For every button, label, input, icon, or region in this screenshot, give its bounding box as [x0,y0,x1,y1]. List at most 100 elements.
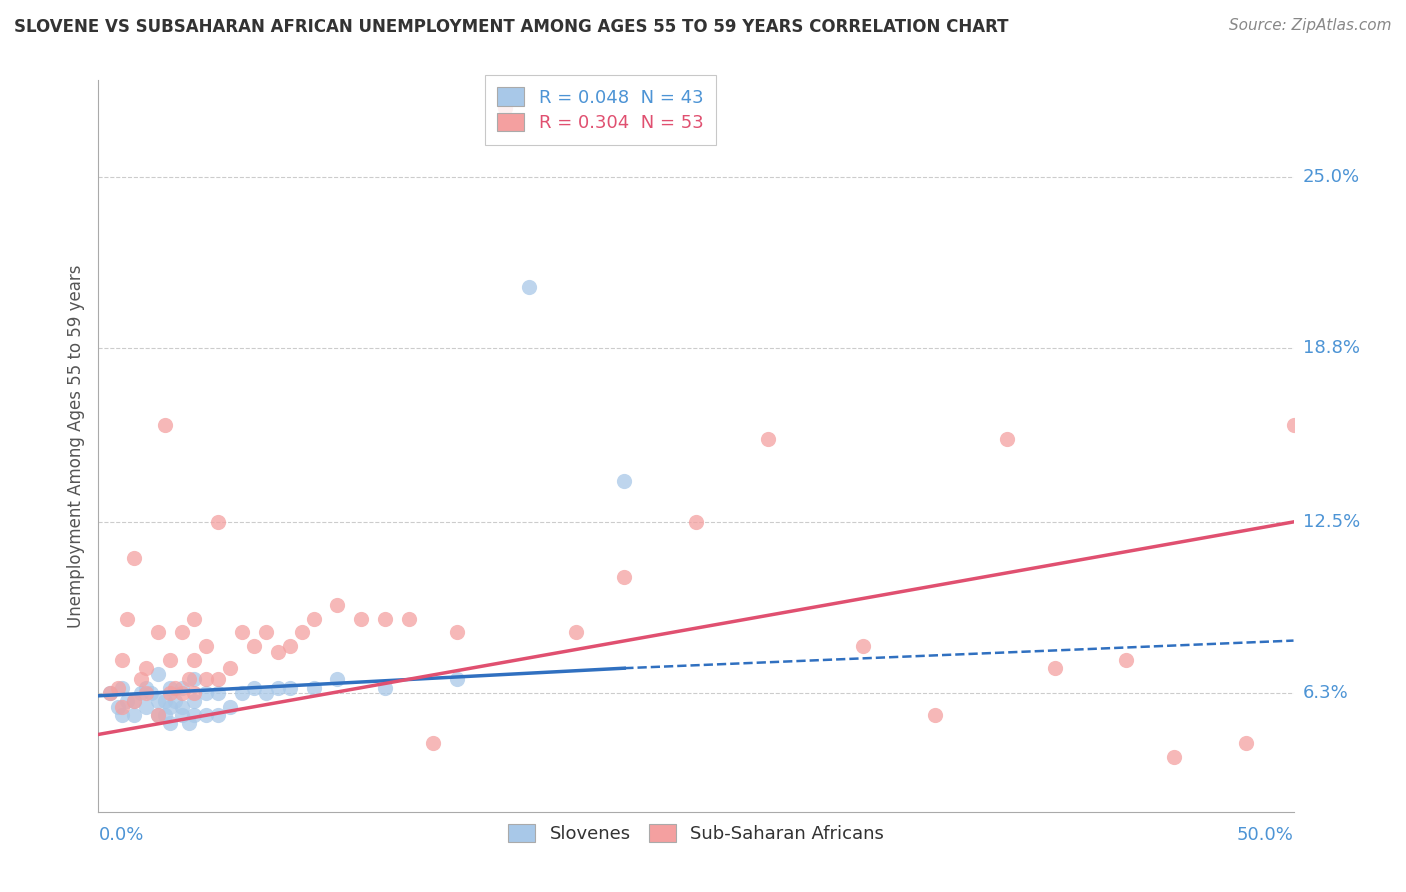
Point [107,699,129,714]
Text: 6.3%: 6.3% [1303,684,1348,702]
Point [111,681,134,695]
Point [494,101,516,115]
Point [422,736,444,750]
Point [195,672,218,686]
Point [111,699,134,714]
Point [254,625,277,640]
Point [131,672,153,686]
Point [163,681,186,695]
Point [107,681,129,695]
Point [148,708,170,723]
Point [1234,736,1257,750]
Point [195,708,218,723]
Point [326,598,349,612]
Point [613,570,636,584]
Point [195,686,218,700]
Point [1043,661,1066,675]
Point [111,653,134,667]
Point [159,716,181,731]
Point [291,625,314,640]
Point [219,699,242,714]
Point [207,686,229,700]
Point [852,639,875,653]
Point [207,672,229,686]
Point [115,611,138,625]
Point [163,694,186,708]
Point [278,681,301,695]
Point [183,686,205,700]
Point [172,625,194,640]
Point [195,639,218,653]
Point [148,694,170,708]
Point [172,681,194,695]
Point [159,686,181,700]
Point [131,686,153,700]
Text: 0.0%: 0.0% [98,825,143,844]
Point [219,661,242,675]
Point [179,716,201,731]
Point [124,694,146,708]
Point [183,672,205,686]
Point [155,694,177,708]
Point [172,686,194,700]
Point [135,681,157,695]
Point [179,672,201,686]
Point [517,280,540,294]
Point [183,694,205,708]
Point [155,418,177,433]
Point [267,681,290,695]
Point [243,681,266,695]
Point [135,661,157,675]
Point [398,611,420,625]
Y-axis label: Unemployment Among Ages 55 to 59 years: Unemployment Among Ages 55 to 59 years [66,264,84,628]
Point [267,645,290,659]
Point [374,611,396,625]
Point [207,515,229,529]
Point [183,708,205,723]
Point [374,681,396,695]
Point [326,672,349,686]
Point [243,639,266,653]
Point [148,666,170,681]
Point [1163,749,1185,764]
Point [207,708,229,723]
Point [446,672,468,686]
Point [350,611,373,625]
Point [278,639,301,653]
Text: 50.0%: 50.0% [1237,825,1294,844]
Point [183,653,205,667]
Point [148,625,170,640]
Point [1115,653,1137,667]
Point [159,653,181,667]
Point [159,681,181,695]
Point [172,699,194,714]
Point [135,699,157,714]
Point [172,708,194,723]
Point [159,699,181,714]
Point [231,625,253,640]
Point [124,550,146,565]
Point [565,625,588,640]
Point [231,686,253,700]
Point [135,686,157,700]
Point [183,611,205,625]
Point [155,708,177,723]
Point [995,432,1018,446]
Point [685,515,707,529]
Point [924,708,946,723]
Point [446,625,468,640]
Point [124,694,146,708]
Point [1282,418,1305,433]
Point [98,686,122,700]
Point [115,694,138,708]
Point [148,708,170,723]
Point [756,432,779,446]
Point [302,611,325,625]
Point [254,686,277,700]
Point [613,474,636,488]
Legend: Slovenes, Sub-Saharan Africans: Slovenes, Sub-Saharan Africans [498,813,894,854]
Point [111,708,134,723]
Point [124,708,146,723]
Text: Source: ZipAtlas.com: Source: ZipAtlas.com [1229,18,1392,33]
Point [302,681,325,695]
